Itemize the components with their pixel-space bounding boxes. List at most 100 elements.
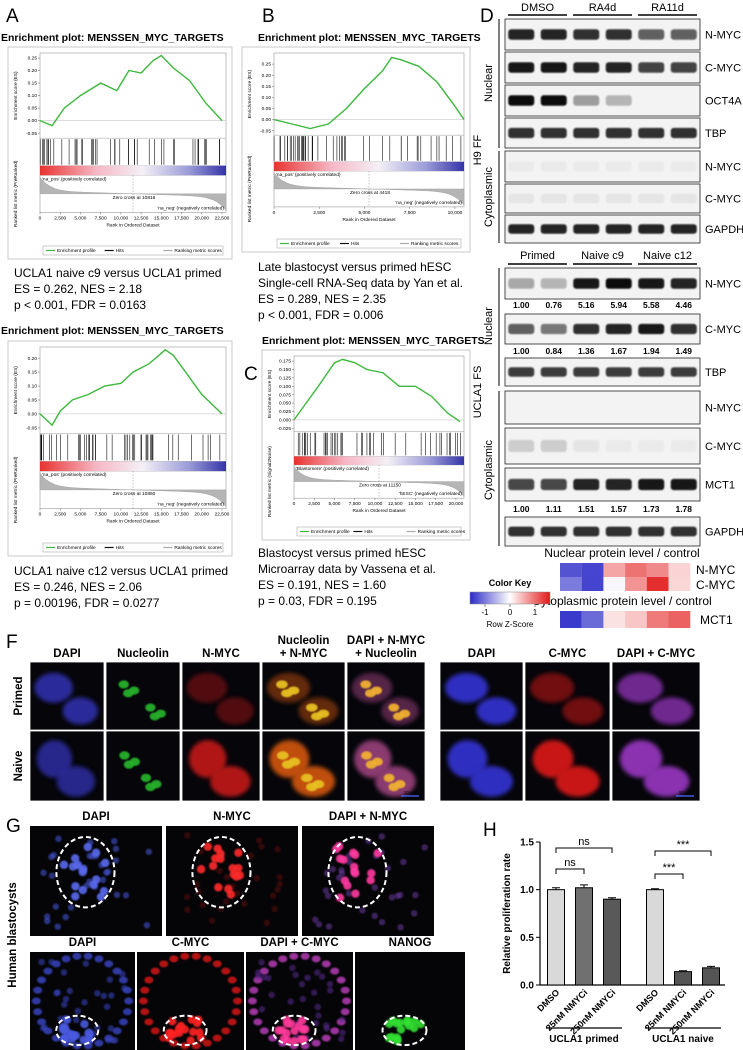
heatmap-cell — [625, 563, 647, 577]
y-tick-label: 0.000 — [279, 418, 291, 424]
cell — [287, 998, 294, 1005]
band — [670, 224, 697, 234]
icm-cell — [101, 858, 110, 868]
ranking-metric — [273, 172, 465, 206]
color-key-tick-label: -1 — [481, 608, 489, 617]
significance-bracket — [555, 847, 613, 853]
band — [540, 62, 567, 73]
cell — [311, 955, 321, 963]
y-tick-label: 0.0 — [520, 981, 534, 992]
column-header: C-MYC — [172, 937, 210, 949]
group-label: UCLA1 primed — [549, 1034, 618, 1045]
heatmap-cell — [581, 577, 604, 591]
band — [508, 161, 534, 172]
band — [605, 193, 632, 204]
nucleus — [375, 766, 416, 797]
cell — [247, 852, 254, 860]
cell — [48, 958, 55, 966]
icm-cell — [209, 861, 218, 871]
icm-cell — [89, 880, 98, 889]
bar — [674, 971, 692, 986]
cell — [258, 1006, 266, 1013]
cell — [339, 1029, 346, 1036]
cell — [231, 1008, 241, 1016]
significance-label: *** — [677, 839, 691, 851]
panel-label: A — [6, 6, 19, 27]
plot-area — [273, 52, 465, 208]
column-header: DAPI + C-MYC — [260, 937, 338, 949]
icm-cell — [99, 887, 109, 896]
blot — [504, 117, 701, 149]
heatmap-cell — [560, 577, 582, 591]
legend-entry: Enrichment profile — [57, 545, 96, 551]
nucleus — [469, 766, 514, 797]
band — [638, 29, 665, 40]
band — [670, 62, 697, 73]
cell — [274, 846, 281, 853]
nucleolus — [145, 782, 156, 792]
band — [573, 29, 600, 40]
icm-outline — [55, 836, 116, 909]
negative-label: 'na_neg' (negatively correlated) — [157, 502, 224, 508]
cell — [338, 1035, 345, 1043]
cell — [258, 959, 265, 966]
icm-cell — [392, 1033, 402, 1042]
icm-cell — [189, 1027, 198, 1037]
cell — [253, 1018, 263, 1026]
caption-line: ES = 0.262, NES = 2.18 — [14, 282, 142, 296]
cell — [94, 990, 101, 997]
x-tick-label: 22,500 — [215, 512, 230, 518]
error-bar — [608, 897, 616, 900]
column-header: DAPI + C-MYC — [617, 648, 695, 660]
cell — [310, 989, 318, 996]
band — [638, 526, 665, 537]
quantification: 1.00 — [513, 504, 530, 514]
nucleolus — [276, 751, 289, 760]
band — [573, 526, 600, 537]
zero-cross-label: Zero cross at 10816 — [113, 195, 156, 201]
x-tick-label: 22,500 — [215, 215, 230, 221]
column-header: Nucleolin — [117, 648, 169, 660]
column-header: Nucleolin — [278, 635, 330, 647]
band — [605, 478, 632, 491]
cell — [289, 964, 296, 972]
cell — [256, 837, 263, 844]
x-tick-label: 17,500 — [174, 512, 189, 518]
caption-line: ES = 0.289, NES = 2.35 — [258, 292, 386, 306]
cell — [144, 976, 154, 984]
cell — [39, 1025, 47, 1032]
cell — [321, 1034, 331, 1042]
enrichment-curve — [39, 348, 223, 427]
cell — [112, 1027, 122, 1035]
band — [540, 193, 567, 204]
group-label: UCLA1 naive — [652, 1034, 714, 1045]
cell — [298, 980, 306, 988]
cell-line-label: H9 FF — [472, 134, 484, 165]
band — [540, 439, 567, 453]
blot — [504, 18, 701, 51]
cell — [106, 976, 114, 983]
cell — [61, 955, 71, 963]
column-header: DAPI — [53, 648, 80, 660]
band — [605, 367, 632, 377]
band — [573, 161, 599, 172]
nucleolus — [301, 773, 313, 783]
row-label: C-MYC — [705, 63, 741, 75]
cell — [62, 995, 70, 1003]
cell — [37, 1018, 47, 1026]
cell — [109, 1037, 116, 1044]
plot-title: Enrichment plot: MENSSEN_MYC_TARGETS — [258, 32, 481, 44]
quantification: 1.57 — [610, 504, 627, 514]
x-tick-label: 15,000 — [154, 215, 169, 221]
band — [638, 478, 665, 491]
blot — [504, 84, 701, 117]
band — [606, 161, 632, 172]
band — [605, 127, 632, 139]
icm-cell — [350, 867, 359, 876]
panel-label: D — [480, 6, 494, 27]
cell — [397, 891, 404, 899]
metric-axis-label: Ranked list metric (PreRanked) — [13, 160, 19, 227]
nucleus — [62, 697, 99, 725]
nucleus — [381, 697, 419, 725]
column-header: DAPI — [69, 937, 96, 949]
